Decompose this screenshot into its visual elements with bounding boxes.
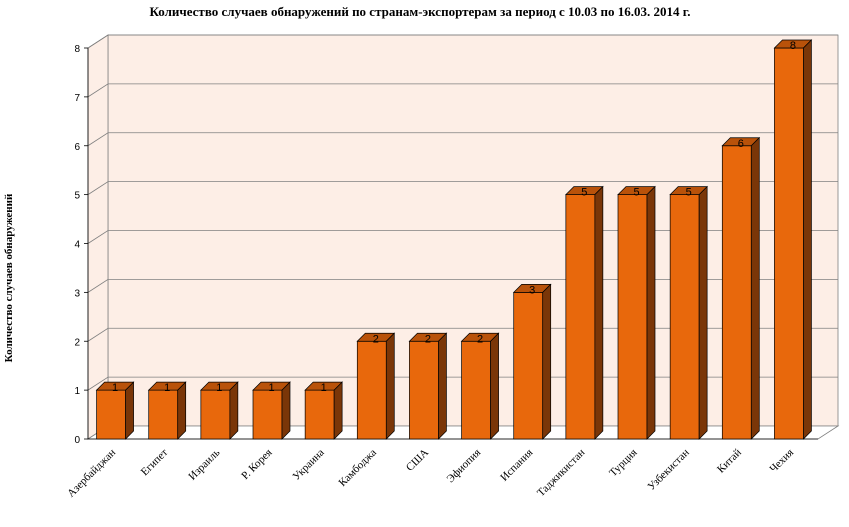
bar-side xyxy=(385,332,395,440)
data-label: 2 xyxy=(477,333,483,345)
x-tick-label: Египет xyxy=(139,447,171,479)
bar-side xyxy=(594,185,604,440)
gridline xyxy=(87,83,838,98)
data-label: 1 xyxy=(164,382,170,394)
data-label: 8 xyxy=(790,40,796,52)
bar xyxy=(304,389,335,440)
x-tick-label: Украина xyxy=(291,447,327,483)
bar xyxy=(461,340,491,440)
x-tick-label: Узбекистан xyxy=(646,447,692,493)
data-label: 5 xyxy=(686,187,692,199)
x-tick-label: Израиль xyxy=(186,447,222,483)
x-tick-label: Камбоджа xyxy=(337,447,379,489)
gridline xyxy=(87,34,838,49)
y-tick-label: 2 xyxy=(74,337,80,348)
bar xyxy=(252,389,283,440)
y-tick-label: 8 xyxy=(74,44,80,55)
bar xyxy=(200,389,231,440)
bar-side xyxy=(646,185,656,440)
bar xyxy=(148,389,179,440)
bar xyxy=(669,194,700,440)
y-tick-label: 5 xyxy=(74,191,80,202)
bar xyxy=(774,47,804,440)
bar-side xyxy=(438,332,447,440)
bar xyxy=(513,292,544,440)
data-label: 1 xyxy=(216,382,222,394)
x-tick-label: Испания xyxy=(498,447,535,484)
bar xyxy=(721,145,752,440)
bar-side xyxy=(333,381,343,440)
bar xyxy=(565,194,596,440)
y-tick-label: 1 xyxy=(74,386,80,397)
bar xyxy=(409,340,439,440)
data-label: 1 xyxy=(112,382,118,394)
x-tick-label: Таджикистан xyxy=(535,447,588,500)
data-label: 3 xyxy=(529,284,535,296)
x-tick-label: Турция xyxy=(607,447,640,480)
y-tick-label: 0 xyxy=(74,435,80,446)
bar xyxy=(96,389,126,440)
x-tick-label: Азербайджан xyxy=(65,447,118,500)
gridline xyxy=(87,132,838,147)
x-tick-label: Чехия xyxy=(768,447,797,476)
x-tick-label: Китай xyxy=(715,447,744,476)
x-tick-label: Эфиопия xyxy=(445,447,484,486)
x-tick-label: Р. Корея xyxy=(239,447,274,482)
bar xyxy=(356,340,387,440)
bar-side xyxy=(750,136,760,440)
bar-side xyxy=(281,381,291,440)
bar xyxy=(617,194,648,440)
data-label: 2 xyxy=(373,333,379,345)
bar-side xyxy=(229,381,239,440)
bar-side xyxy=(803,39,812,440)
data-label: 1 xyxy=(321,382,327,394)
chart-title: Количество случаев обнаружений по страна… xyxy=(150,4,691,19)
y-tick-label: 6 xyxy=(74,142,80,153)
x-tick-label: США xyxy=(404,447,431,474)
bar-side xyxy=(490,332,499,440)
data-label: 6 xyxy=(738,138,744,150)
bar-side xyxy=(177,381,187,440)
bar-side xyxy=(698,185,708,440)
y-tick-label: 7 xyxy=(74,93,80,104)
bar-side xyxy=(125,381,134,440)
y-tick-label: 4 xyxy=(74,240,80,251)
data-label: 5 xyxy=(581,187,587,199)
data-label: 5 xyxy=(633,187,639,199)
plot-area: 0 1 2 3 4 5 6 7 8 1 Азербайджан 1 Египет 1 Израиль 1 Р. … xyxy=(65,34,840,500)
data-label: 1 xyxy=(268,382,274,394)
data-label: 2 xyxy=(425,333,431,345)
gridline xyxy=(87,181,838,195)
y-axis-label: Количество случаев обнаружений xyxy=(3,193,15,362)
y-tick-label: 3 xyxy=(74,288,80,299)
bar-side xyxy=(542,283,552,440)
